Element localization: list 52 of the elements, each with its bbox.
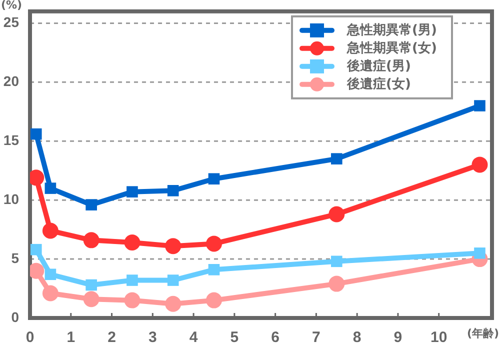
point xyxy=(126,274,138,286)
point xyxy=(165,238,182,254)
point xyxy=(208,173,220,185)
x-tick-label: 3 xyxy=(148,329,157,346)
point xyxy=(124,292,140,308)
y-tick-label: 0 xyxy=(11,308,20,325)
point xyxy=(328,206,345,222)
point xyxy=(474,100,486,112)
point xyxy=(208,264,220,276)
legend-label: 後遺症(男) xyxy=(346,58,411,74)
y-tick-label: 15 xyxy=(3,132,20,148)
point xyxy=(83,232,100,248)
point xyxy=(167,184,179,196)
x-tick-label: 1 xyxy=(66,329,76,346)
y-tick-label: 5 xyxy=(11,250,20,266)
point xyxy=(206,292,222,308)
legend-label: 急性期異常(男) xyxy=(346,22,437,38)
point xyxy=(86,199,97,210)
x-tick-label: 9 xyxy=(394,329,402,346)
point xyxy=(165,296,182,312)
point xyxy=(206,236,222,252)
point xyxy=(86,279,97,291)
x-tick-label: 7 xyxy=(312,329,320,346)
x-tick-label: 2 xyxy=(108,329,116,346)
x-tick-label: 0 xyxy=(26,329,34,346)
point xyxy=(124,234,140,251)
x-tick-label: 5 xyxy=(230,329,239,346)
point xyxy=(126,186,138,198)
point xyxy=(330,256,342,268)
y-tick-label: 10 xyxy=(3,190,20,207)
point xyxy=(83,291,100,308)
x-tick-label: 10 xyxy=(430,329,448,346)
y-tick-label: 25 xyxy=(3,14,20,30)
point xyxy=(167,274,179,286)
x-axis-title: (年齢) xyxy=(466,326,499,340)
point xyxy=(30,244,42,256)
point xyxy=(472,156,488,173)
point xyxy=(42,285,58,302)
legend-label: 後遺症(女) xyxy=(346,76,411,92)
point xyxy=(30,128,42,140)
y-tick-label: 20 xyxy=(3,73,20,90)
legend-label: 急性期異常(女) xyxy=(346,40,437,56)
x-tick-label: 6 xyxy=(271,329,280,346)
x-tick-label: 4 xyxy=(189,329,198,346)
point xyxy=(474,247,486,259)
x-tick-label: 8 xyxy=(352,329,362,346)
point xyxy=(44,182,56,194)
point xyxy=(328,276,345,292)
y-axis-title: (%) xyxy=(1,0,22,12)
point xyxy=(44,268,56,280)
point xyxy=(42,222,58,239)
point xyxy=(330,153,342,164)
